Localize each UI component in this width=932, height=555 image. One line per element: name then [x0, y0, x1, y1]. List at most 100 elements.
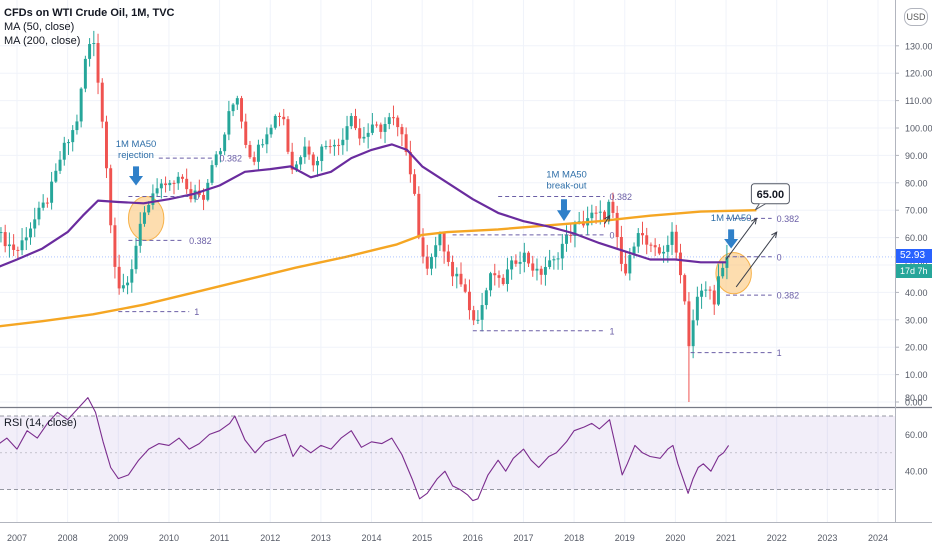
y-tick-label: 70.00 [905, 206, 928, 216]
candle-body [113, 225, 117, 267]
candle-body [501, 277, 505, 284]
rsi-line [0, 397, 730, 502]
candle-body [180, 176, 184, 179]
candle-body [244, 121, 248, 145]
x-tick-label: 2014 [362, 533, 382, 543]
candle-body [62, 142, 66, 160]
candle-body [497, 275, 501, 278]
candle-body [674, 231, 678, 253]
candle-body [256, 144, 260, 162]
y-tick-label: 40.00 [905, 288, 928, 298]
candle-body [438, 233, 442, 246]
candle-body [121, 285, 125, 289]
x-tick-label: 2015 [412, 533, 432, 543]
candle-body [79, 88, 83, 122]
candle-body [206, 182, 210, 200]
candle-body [303, 146, 307, 158]
x-tick-label: 2020 [665, 533, 685, 543]
candle-body [666, 244, 670, 252]
candle-body [379, 124, 383, 132]
candle-body [695, 296, 699, 321]
x-tick-label: 2010 [159, 533, 179, 543]
candle-body [248, 144, 252, 158]
candle-body [104, 121, 108, 169]
candle-body [24, 237, 28, 241]
candle-body [417, 193, 421, 238]
rsi-tick-label: 40.00 [905, 467, 928, 477]
currency-button[interactable]: USD [904, 8, 928, 26]
candle-body [590, 212, 594, 219]
candle-body [316, 161, 319, 166]
candle-body [391, 117, 395, 119]
candle-body [218, 151, 222, 155]
x-tick-label: 2016 [463, 533, 483, 543]
candle-body [41, 202, 45, 208]
candle-body [134, 245, 138, 270]
candle-body [510, 260, 514, 270]
candle-body [7, 244, 11, 247]
fib-level-label: 0 [777, 252, 782, 262]
candle-body [611, 201, 615, 213]
candle-body [172, 182, 176, 184]
candle-body [649, 244, 653, 246]
legend: CFDs on WTI Crude Oil, 1M, TVC MA (50, c… [4, 6, 175, 48]
y-tick-label: 0.00 [905, 398, 923, 408]
x-tick-label: 2007 [7, 533, 27, 543]
target-label-box [750, 183, 790, 205]
y-tick-label: 20.00 [905, 343, 928, 353]
y-tick-label: 60.00 [905, 233, 928, 243]
x-tick-label: 2017 [513, 533, 533, 543]
annotation-text: 1M MA50 [546, 169, 587, 180]
candle-body [594, 212, 598, 214]
candle-body [29, 228, 32, 238]
candle-body [687, 301, 691, 347]
candle-body [142, 212, 146, 224]
candle-body [556, 258, 560, 260]
candle-body [712, 290, 716, 305]
candle-body [168, 182, 172, 186]
projection-line [604, 215, 610, 225]
annotation-text: rejection [118, 150, 154, 161]
rsi-tick-label: 60.00 [905, 430, 928, 440]
candle-body [560, 243, 564, 259]
candle-body [328, 146, 332, 148]
candle-body [299, 157, 303, 165]
candle-body [691, 320, 695, 347]
y-tick-label: 80.00 [905, 178, 928, 188]
annotation-text: 1M MA50 [116, 139, 157, 150]
x-tick-label: 2009 [108, 533, 128, 543]
candle-body [632, 246, 636, 256]
countdown-tag: 17d 7h [896, 264, 932, 278]
y-tick-label: 10.00 [905, 370, 928, 380]
fib-level-label: 0.382 [777, 214, 800, 224]
candle-body [147, 204, 151, 213]
target-label-text: 65.00 [757, 189, 785, 201]
y-tick-label: 130.00 [905, 41, 932, 51]
y-tick-label: 120.00 [905, 69, 932, 79]
candle-body [662, 251, 666, 254]
candle-body [320, 146, 324, 162]
x-tick-label: 2018 [564, 533, 584, 543]
candle-body [354, 116, 357, 129]
candle-body [463, 284, 467, 292]
candle-body [565, 235, 568, 244]
candle-body [286, 119, 290, 152]
candle-body [130, 269, 134, 283]
candle-body [539, 268, 543, 275]
candle-body [33, 219, 37, 229]
candle-body [159, 183, 163, 189]
candle-body [92, 43, 96, 45]
y-tick-label: 90.00 [905, 151, 928, 161]
candle-body [645, 235, 649, 245]
x-tick-label: 2021 [716, 533, 736, 543]
candle-body [603, 211, 606, 221]
y-tick-label: 100.00 [905, 124, 932, 134]
candle-body [725, 256, 729, 268]
legend-ma200: MA (200, close) [4, 35, 81, 47]
candle-body [704, 289, 708, 291]
candle-body [210, 165, 214, 183]
x-tick-label: 2011 [210, 533, 229, 543]
candle-body [607, 201, 611, 221]
